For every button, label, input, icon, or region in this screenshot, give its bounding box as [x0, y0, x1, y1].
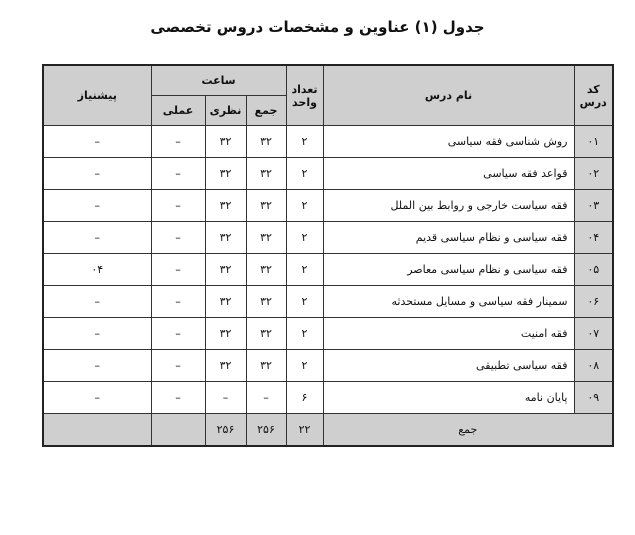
cell-total-hours: ۳۲: [245, 317, 287, 350]
table-row: ۰۱ روش شناسی فقه سیاسی ۲ ۳۲ ۳۲– –: [42, 125, 614, 158]
cell-units: ۲: [285, 221, 324, 254]
cell-theory: ۳۲: [204, 157, 247, 190]
cell-total-hours: ۳۲: [245, 221, 287, 254]
table-row: ۰۷ فقه امنیت ۲ ۳۲ ۳۲– –: [42, 317, 614, 350]
cell-code: ۰۲: [573, 157, 614, 190]
cell-code: ۰۶: [573, 285, 614, 318]
cell-name: فقه سیاسی و نظام سیاسی قدیم: [322, 221, 575, 254]
cell-total-hours: ۳۲: [245, 349, 287, 382]
table-row: ۰۸ فقه سیاسی تطبیقی ۲ ۳۲ ۳۲– –: [42, 349, 614, 382]
cell-units: ۲: [285, 285, 324, 318]
cell-name: روش شناسی فقه سیاسی: [322, 125, 575, 158]
header-name: نام درس: [322, 64, 575, 126]
cell-practical: –: [150, 253, 206, 286]
cell-name: فقه سیاست خارجی و روابط بین الملل: [322, 189, 575, 222]
totals-total-hours: ۲۵۶: [245, 413, 287, 447]
cell-units: ۲: [285, 349, 324, 382]
cell-name: پایان نامه: [322, 381, 575, 414]
cell-name: سمینار فقه سیاسی و مسایل مستحدثه: [322, 285, 575, 318]
cell-name: فقه سیاسی تطبیقی: [322, 349, 575, 382]
cell-prerequisite: –: [42, 221, 152, 254]
cell-theory: ۳۲: [204, 349, 247, 382]
header-prerequisite: پیشنیاز: [42, 64, 152, 126]
courses-table: کد درس نام درس تعداد واحد ساعت پیشنیاز ج…: [42, 64, 614, 447]
cell-code: ۰۵: [573, 253, 614, 286]
totals-units: ۲۲: [285, 413, 324, 447]
cell-name: قواعد فقه سیاسی: [322, 157, 575, 190]
table-row: ۰۶ سمینار فقه سیاسی و مسایل مستحدثه ۲ ۳۲ ۳۲–…: [42, 285, 614, 318]
header-practical: عملی: [150, 95, 206, 126]
cell-total-hours: ۳۲: [245, 253, 287, 286]
table-title: جدول (۱) عناوين و مشخصات دروس تخصصی: [150, 18, 485, 36]
totals-prerequisite: [42, 413, 152, 447]
cell-prerequisite: –: [42, 317, 152, 350]
cell-practical: –: [150, 189, 206, 222]
cell-prerequisite: –: [42, 189, 152, 222]
cell-practical: –: [150, 157, 206, 190]
header-theory: نظری: [204, 95, 247, 126]
cell-name: فقه سیاسی و نظام سیاسی معاصر: [322, 253, 575, 286]
cell-total-hours: ۳۲: [245, 285, 287, 318]
table-row: ۰۴ فقه سیاسی و نظام سیاسی قدیم ۲ ۳۲ ۳۲– –: [42, 221, 614, 254]
cell-code: ۰۴: [573, 221, 614, 254]
cell-theory: –: [204, 381, 247, 414]
cell-theory: ۳۲: [204, 285, 247, 318]
table-row: ۰۵ فقه سیاسی و نظام سیاسی معاصر ۲ ۳۲ ۳۲–۰۴: [42, 253, 614, 286]
cell-prerequisite: –: [42, 157, 152, 190]
cell-prerequisite: –: [42, 285, 152, 318]
cell-name: فقه امنیت: [322, 317, 575, 350]
table-row: ۰۹ پایان نامه ۶– – – –: [42, 381, 614, 414]
cell-code: ۰۹: [573, 381, 614, 414]
cell-code: ۰۷: [573, 317, 614, 350]
cell-units: ۲: [285, 253, 324, 286]
cell-units: ۲: [285, 157, 324, 190]
header-code: کد درس: [573, 64, 614, 126]
cell-total-hours: ۳۲: [245, 189, 287, 222]
cell-practical: –: [150, 349, 206, 382]
cell-practical: –: [150, 285, 206, 318]
cell-code: ۰۸: [573, 349, 614, 382]
cell-units: ۶: [285, 381, 324, 414]
cell-code: ۰۳: [573, 189, 614, 222]
cell-prerequisite: ۰۴: [42, 253, 152, 286]
cell-theory: ۳۲: [204, 189, 247, 222]
table-row: ۰۳ فقه سیاست خارجی و روابط بین الملل ۲ ۳۲ ۳۲…: [42, 189, 614, 222]
cell-practical: –: [150, 317, 206, 350]
cell-units: ۲: [285, 189, 324, 222]
cell-total-hours: ۳۲: [245, 125, 287, 158]
cell-total-hours: –: [245, 381, 287, 414]
header-hours: ساعت: [150, 64, 287, 96]
cell-theory: ۳۲: [204, 317, 247, 350]
cell-practical: –: [150, 221, 206, 254]
cell-theory: ۳۲: [204, 253, 247, 286]
header-units: تعداد واحد: [285, 64, 324, 126]
totals-label: جمع: [322, 413, 614, 447]
cell-prerequisite: –: [42, 349, 152, 382]
cell-prerequisite: –: [42, 381, 152, 414]
cell-units: ۲: [285, 317, 324, 350]
totals-practical: [150, 413, 206, 447]
cell-practical: –: [150, 125, 206, 158]
totals-theory: ۲۵۶: [204, 413, 247, 447]
cell-total-hours: ۳۲: [245, 157, 287, 190]
cell-code: ۰۱: [573, 125, 614, 158]
cell-units: ۲: [285, 125, 324, 158]
cell-prerequisite: –: [42, 125, 152, 158]
cell-practical: –: [150, 381, 206, 414]
totals-row: جمع ۲۲ ۲۵۶ ۲۵۶: [42, 413, 614, 447]
header-total-hours: جمع: [245, 95, 287, 126]
table-row: ۰۲ قواعد فقه سیاسی ۲ ۳۲ ۳۲– –: [42, 157, 614, 190]
cell-theory: ۳۲: [204, 221, 247, 254]
cell-theory: ۳۲: [204, 125, 247, 158]
